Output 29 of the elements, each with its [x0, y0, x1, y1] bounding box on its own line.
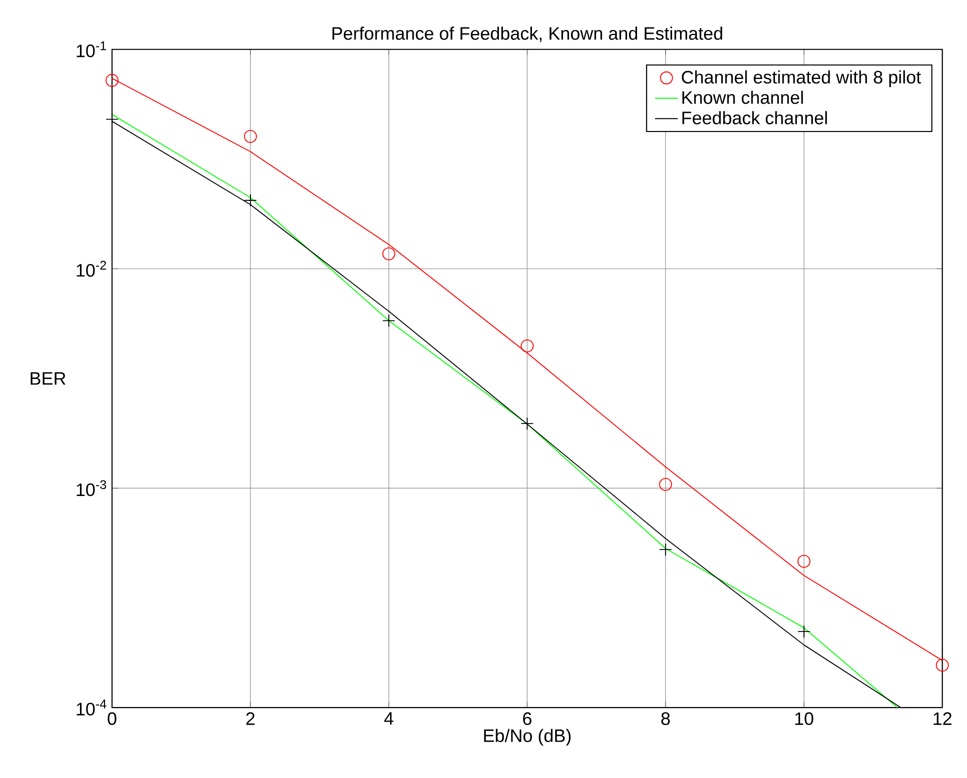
- x-tick-label: 8: [661, 712, 670, 726]
- point: [659, 478, 672, 492]
- point: [382, 314, 396, 328]
- point: [797, 625, 810, 638]
- point: [659, 543, 672, 556]
- point: [520, 417, 534, 430]
- x-tick-label: 6: [523, 712, 532, 726]
- point: [382, 248, 396, 260]
- x-axis-title: Eb/No (dB): [484, 729, 571, 746]
- x-tick-label: 0: [108, 712, 116, 726]
- point: [106, 74, 119, 88]
- point: [936, 658, 949, 672]
- y-tick-label: 10$^{-4}$: [76, 700, 106, 716]
- y-tick-label: 10$^{-3}$: [76, 480, 106, 496]
- y-tick-label: 10$^{-2}$: [76, 260, 106, 277]
- y-axis-title: BER: [30, 372, 66, 385]
- legend-label: Feedback channel: [682, 111, 827, 125]
- point: [797, 555, 810, 568]
- x-tick-label: 12: [934, 712, 952, 726]
- point: [520, 340, 534, 353]
- point: [244, 130, 257, 144]
- x-tick-label: 2: [246, 712, 255, 726]
- x-tick-label: 4: [384, 712, 394, 725]
- legend-label: Channel estimated with 8 pilot: [682, 70, 921, 88]
- x-tick-label: 10: [795, 712, 814, 726]
- y-tick-label: 10$^{-1}$: [76, 42, 106, 58]
- point: [244, 194, 257, 208]
- chart-title: Performance of Feedback, Known and Estimated: [332, 26, 722, 42]
- legend-label: Known channel: [682, 90, 803, 104]
